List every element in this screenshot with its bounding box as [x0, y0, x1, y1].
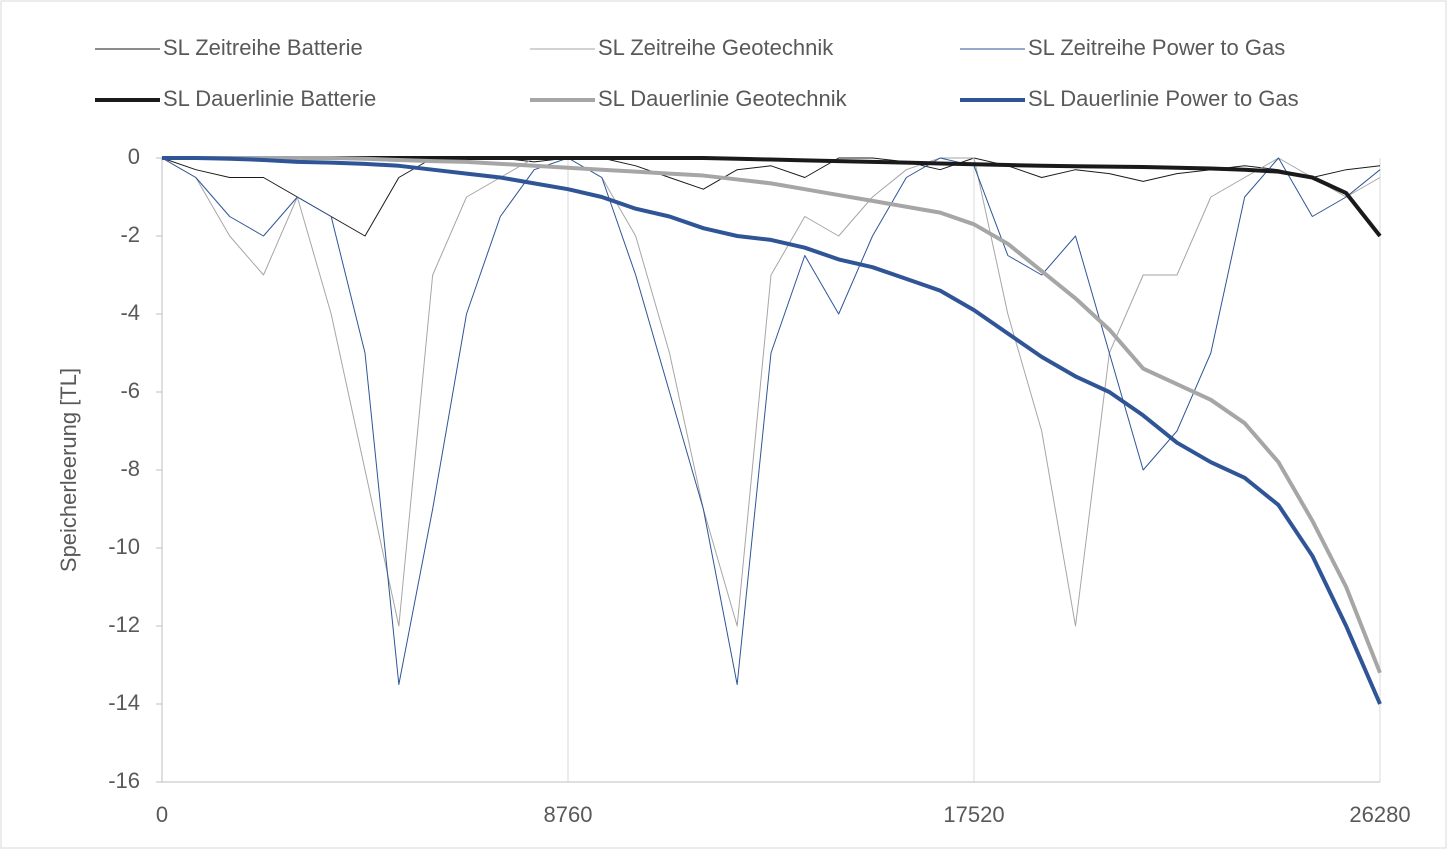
series-line: [162, 156, 1382, 705]
x-tick-label: 17520: [943, 802, 1004, 827]
series-line: [162, 156, 1382, 674]
y-tick-label: -16: [108, 768, 140, 793]
y-tick-label: -8: [120, 456, 140, 481]
y-tick-label: -12: [108, 612, 140, 637]
y-tick-label: 0: [128, 144, 140, 169]
legend-label: SL Dauerlinie Batterie: [163, 86, 376, 111]
y-tick-label: -10: [108, 534, 140, 559]
y-tick-label: -6: [120, 378, 140, 403]
series-line: [161, 157, 1381, 237]
x-tick-label: 8760: [544, 802, 593, 827]
y-tick-label: -2: [120, 222, 140, 247]
y-axis-label: Speicherleerung [TL]: [56, 368, 81, 572]
y-tick-label: -4: [120, 300, 140, 325]
x-tick-label: 26280: [1349, 802, 1410, 827]
legend-label: SL Zeitreihe Batterie: [163, 35, 363, 60]
x-tick-label: 0: [156, 802, 168, 827]
y-tick-label: -14: [108, 690, 140, 715]
series-line: [161, 157, 1381, 627]
legend-label: SL Dauerlinie Geotechnik: [598, 86, 848, 111]
legend-label: SL Zeitreihe Geotechnik: [598, 35, 834, 60]
legend-label: SL Zeitreihe Power to Gas: [1028, 35, 1285, 60]
series-line: [161, 157, 1381, 685]
legend-label: SL Dauerlinie Power to Gas: [1028, 86, 1299, 111]
